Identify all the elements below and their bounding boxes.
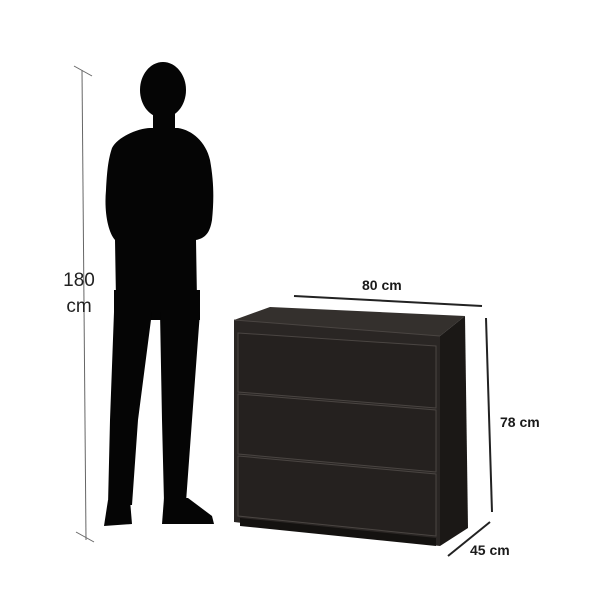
chest-side-panel (440, 316, 468, 546)
person-height-unit: cm (66, 296, 92, 317)
drawer-1 (237, 332, 437, 409)
chest-of-drawers (233, 307, 468, 546)
chest-plinth (240, 518, 436, 546)
chest-width-dimension-line (293, 295, 483, 307)
drawer-2 (237, 393, 437, 473)
person-height-label: 180 cm (56, 268, 102, 320)
chest-top-surface (234, 307, 465, 336)
drawer-3 (237, 455, 437, 537)
chest-depth-label: 45 cm (470, 542, 510, 558)
person-silhouette (104, 62, 214, 526)
chest-depth-dimension-line (447, 521, 491, 557)
person-height-value: 180 (63, 270, 95, 291)
chest-height-dimension-line (485, 317, 493, 513)
chest-width-label: 80 cm (362, 277, 402, 293)
person-height-dimension-line (73, 65, 95, 543)
chest-height-label: 78 cm (500, 414, 540, 430)
